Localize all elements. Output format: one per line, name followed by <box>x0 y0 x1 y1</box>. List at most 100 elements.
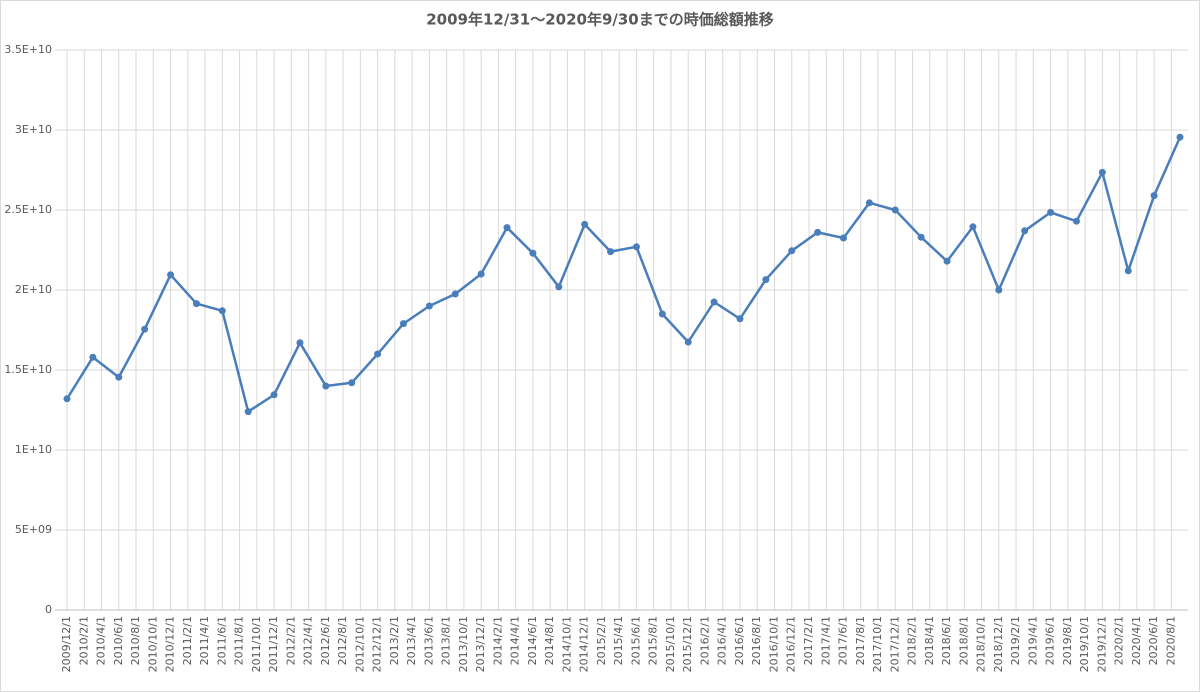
x-tick-label: 2013/2/1 <box>388 616 401 665</box>
x-tick-label: 2020/4/1 <box>1130 616 1143 665</box>
data-point <box>581 220 589 228</box>
data-point <box>865 199 873 207</box>
y-tick-label: 3.5E+10 <box>4 43 52 56</box>
data-point <box>296 339 304 347</box>
x-tick-label: 2015/4/1 <box>612 616 625 665</box>
data-point <box>89 353 97 361</box>
data-point <box>736 315 744 323</box>
x-tick-label: 2018/12/1 <box>992 616 1005 672</box>
x-tick-label: 2012/6/1 <box>319 616 332 665</box>
data-point <box>503 224 511 232</box>
y-tick-label: 0 <box>45 603 52 616</box>
x-tick-label: 2015/8/1 <box>647 616 660 665</box>
data-point <box>917 233 925 241</box>
x-tick-label: 2016/6/1 <box>733 616 746 665</box>
x-tick-label: 2017/10/1 <box>871 616 884 672</box>
x-tick-label: 2016/4/1 <box>716 616 729 665</box>
data-point <box>399 320 407 328</box>
x-tick-label: 2017/12/1 <box>888 616 901 672</box>
x-tick-label: 2013/12/1 <box>474 616 487 672</box>
x-tick-label: 2013/6/1 <box>422 616 435 665</box>
x-tick-label: 2013/10/1 <box>457 616 470 672</box>
data-line <box>65 136 1182 413</box>
x-tick-label: 2019/2/1 <box>1009 616 1022 665</box>
x-tick-label: 2015/12/1 <box>681 616 694 672</box>
x-tick-label: 2016/12/1 <box>785 616 798 672</box>
data-point <box>1098 168 1106 176</box>
x-tick-label: 2009/12/1 <box>60 616 73 672</box>
data-point <box>555 283 563 291</box>
x-tick-label: 2018/10/1 <box>975 616 988 672</box>
data-point <box>529 249 537 257</box>
data-point <box>891 206 899 214</box>
data-point <box>814 228 822 236</box>
data-point <box>167 271 175 279</box>
x-tick-label: 2017/6/1 <box>837 616 850 665</box>
x-tick-label: 2016/10/1 <box>767 616 780 672</box>
x-tick-label: 2015/2/1 <box>595 616 608 665</box>
x-tick-label: 2013/8/1 <box>440 616 453 665</box>
data-point <box>840 234 848 242</box>
x-tick-label: 2014/10/1 <box>560 616 573 672</box>
x-tick-label: 2018/4/1 <box>923 616 936 665</box>
data-point <box>710 298 718 306</box>
data-point <box>658 310 666 318</box>
x-tick-label: 2018/8/1 <box>957 616 970 665</box>
x-tick-label: 2012/10/1 <box>353 616 366 672</box>
data-point <box>1047 208 1055 216</box>
data-point <box>322 382 330 390</box>
x-tick-label: 2010/8/1 <box>129 616 142 665</box>
data-point <box>1150 192 1158 200</box>
x-tick-label: 2014/4/1 <box>509 616 522 665</box>
x-tick-label: 2016/2/1 <box>698 616 711 665</box>
y-tick-label: 1.5E+10 <box>4 363 52 376</box>
y-tick-label: 2.5E+10 <box>4 203 52 216</box>
x-tick-label: 2011/12/1 <box>267 616 280 672</box>
data-point <box>1072 217 1080 225</box>
x-tick-label: 2014/2/1 <box>491 616 504 665</box>
x-tick-label: 2014/6/1 <box>526 616 539 665</box>
x-tick-label: 2018/2/1 <box>906 616 919 665</box>
x-tick-label: 2012/8/1 <box>336 616 349 665</box>
x-tick-label: 2010/10/1 <box>146 616 159 672</box>
x-tick-label: 2017/8/1 <box>854 616 867 665</box>
data-point <box>788 247 796 255</box>
x-tick-label: 2011/6/1 <box>215 616 228 665</box>
x-tick-label: 2012/12/1 <box>371 616 384 672</box>
data-point <box>477 270 485 278</box>
data-point <box>63 395 71 403</box>
data-point <box>632 243 640 251</box>
x-tick-label: 2011/10/1 <box>250 616 263 672</box>
data-point <box>762 276 770 284</box>
x-tick-label: 2010/6/1 <box>112 616 125 665</box>
data-point <box>348 379 356 387</box>
x-tick-label: 2016/8/1 <box>750 616 763 665</box>
x-tick-label: 2014/8/1 <box>543 616 556 665</box>
x-tick-label: 2015/6/1 <box>629 616 642 665</box>
data-point <box>1176 133 1184 141</box>
y-tick-label: 3E+10 <box>15 123 52 136</box>
x-tick-label: 2019/8/1 <box>1061 616 1074 665</box>
x-tick-label: 2015/10/1 <box>664 616 677 672</box>
x-tick-label: 2010/12/1 <box>164 616 177 672</box>
x-tick-label: 2011/8/1 <box>233 616 246 665</box>
data-point <box>192 300 200 308</box>
data-point <box>995 286 1003 294</box>
data-point <box>218 307 226 315</box>
x-tick-label: 2013/4/1 <box>405 616 418 665</box>
x-tick-label: 2014/12/1 <box>578 616 591 672</box>
data-point <box>969 223 977 231</box>
data-point <box>1124 267 1132 275</box>
x-tick-label: 2019/10/1 <box>1078 616 1091 672</box>
x-tick-label: 2011/2/1 <box>181 616 194 665</box>
y-tick-label: 2E+10 <box>15 283 52 296</box>
data-point <box>270 391 278 399</box>
x-tick-label: 2012/4/1 <box>302 616 315 665</box>
x-tick-label: 2020/2/1 <box>1113 616 1126 665</box>
data-point <box>141 325 149 333</box>
x-tick-label: 2017/4/1 <box>819 616 832 665</box>
x-tick-label: 2012/2/1 <box>284 616 297 665</box>
x-tick-label: 2019/6/1 <box>1044 616 1057 665</box>
